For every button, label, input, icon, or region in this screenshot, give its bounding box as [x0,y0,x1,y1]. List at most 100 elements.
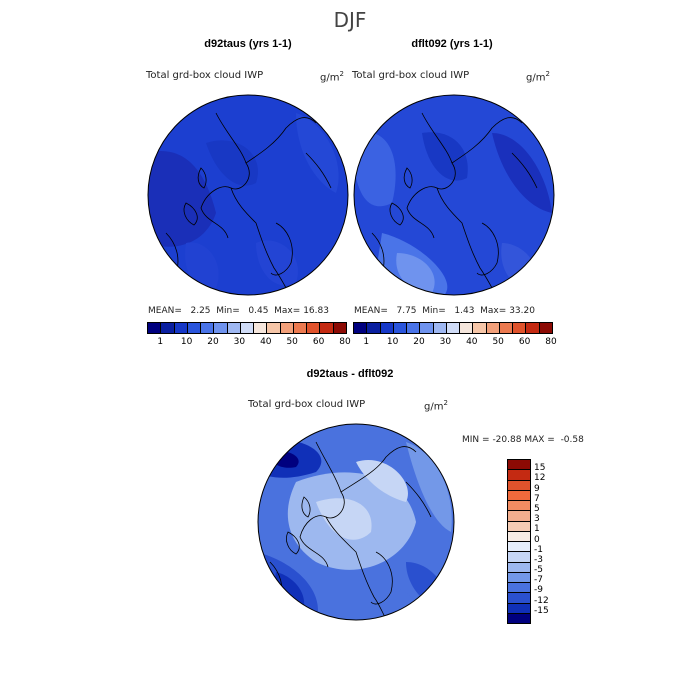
panel1-stats: MEAN= 2.25 Min= 0.45 Max= 16.83 [148,306,329,316]
legend-swatch [508,542,530,553]
colorbar-swatch [254,323,268,333]
colorbar-tick-label: 40 [466,337,478,347]
panel2-max-label: Max= [480,306,507,316]
legend-tick-label: 0 [534,534,540,545]
diff-min-label: MIN = [462,435,490,445]
colorbar-swatch [187,323,202,333]
legend-swatch [508,572,530,583]
legend-tick-label: 9 [534,483,540,494]
colorbar-tick-label: 1 [157,337,164,347]
legend-tick-label: 3 [534,514,540,525]
colorbar-tick-label: 10 [386,337,399,347]
colorbar-swatch [513,323,527,333]
colorbar-swatch [280,323,294,333]
panel1-colorbar-labels: 1 10 20 30 40 50 60 80 [147,337,350,349]
colorbar-tick-label: 80 [339,337,351,347]
legend-tick-label: 7 [534,493,540,504]
colorbar-swatch [161,323,175,333]
legend-tick-label: -3 [534,554,543,565]
colorbar-swatch [473,323,487,333]
colorbar-swatch [293,323,308,333]
panel1-min-label: Min= [216,306,240,316]
diff-legend-bar [507,459,531,624]
legend-swatch [508,583,530,594]
legend-swatch [508,490,530,501]
colorbar-swatch [201,323,215,333]
legend-swatch [508,511,530,522]
colorbar-tick-label: 40 [260,337,272,347]
legend-tick-label: -12 [534,595,549,606]
page-title: DJF [333,8,367,32]
legend-swatch [508,460,530,471]
panel1-max-label: Max= [274,306,301,316]
legend-swatch [508,521,530,532]
colorbar-tick-label: 20 [413,337,425,347]
colorbar-tick-label: 80 [545,337,557,347]
panel2-colorbar [353,322,553,334]
panel2-polar-map [353,94,555,296]
colorbar-swatch [354,323,368,333]
colorbar-swatch [460,323,474,333]
panel2-mean: 7.75 [396,306,417,316]
panel2-colorbar-labels: 1 10 20 30 40 50 60 80 [353,337,556,349]
diff-stats: MIN = -20.88 MAX = -0.58 [462,435,584,445]
colorbar-tick-label: 30 [233,337,246,347]
panel1-polar-map [147,94,349,296]
colorbar-tick-label: 50 [492,337,504,347]
legend-swatch [508,593,530,604]
colorbar-swatch [380,323,394,333]
colorbar-swatch [148,323,162,333]
colorbar-tick-label: 20 [207,337,219,347]
legend-swatch [508,603,530,614]
colorbar-swatch [333,323,346,333]
diff-min: -20.88 [492,435,522,445]
colorbar-swatch [539,323,552,333]
diff-max-label: MAX = [524,435,555,445]
colorbar-swatch [446,323,461,333]
colorbar-swatch [526,323,540,333]
legend-tick-label: 1 [534,524,540,535]
colorbar-tick-label: 30 [439,337,452,347]
diff-title: d92taus - dflt092 [306,368,394,380]
panel2-min-label: Min= [422,306,446,316]
colorbar-swatch [499,323,514,333]
colorbar-tick-label: 1 [363,337,370,347]
legend-swatch [508,531,530,542]
panel2-title: dflt092 (yrs 1-1) [411,38,493,50]
legend-swatch [508,501,530,512]
panel2-min: 1.43 [454,306,475,316]
panel1-mean: 2.25 [190,306,211,316]
panel2-max: 33.20 [509,306,535,316]
legend-tick-label: -15 [534,605,549,616]
legend-tick-label: -5 [534,565,543,576]
colorbar-tick-label: 60 [518,337,531,347]
colorbar-swatch [486,323,500,333]
panel1-min: 0.45 [248,306,269,316]
legend-tick-label: 5 [534,503,540,514]
panel1-title: d92taus (yrs 1-1) [204,38,292,50]
legend-tick-label: -9 [534,585,543,596]
legend-tick-label: 15 [534,463,546,474]
colorbar-tick-label: 50 [286,337,298,347]
legend-tick-label: -7 [534,575,543,586]
colorbar-swatch [407,323,421,333]
legend-swatch [508,470,530,481]
colorbar-swatch [320,323,334,333]
colorbar-swatch [367,323,381,333]
colorbar-swatch [214,323,228,333]
panel1-max: 16.83 [303,306,329,316]
colorbar-swatch [174,323,188,333]
legend-tick-label: -1 [534,544,543,555]
panel2-stats: MEAN= 7.75 Min= 1.43 Max= 33.20 [354,306,535,316]
panel1-units: g/m2 [320,70,344,84]
colorbar-swatch [433,323,447,333]
legend-swatch [508,552,530,563]
legend-tick-label: 12 [534,473,546,484]
colorbar-swatch [227,323,241,333]
diff-units: g/m2 [424,399,448,413]
colorbar-swatch [240,323,255,333]
panel1-variable: Total grd-box cloud IWP [146,70,264,81]
colorbar-swatch [393,323,408,333]
panel2-mean-label: MEAN= [354,306,388,316]
diff-polar-map [257,423,455,621]
